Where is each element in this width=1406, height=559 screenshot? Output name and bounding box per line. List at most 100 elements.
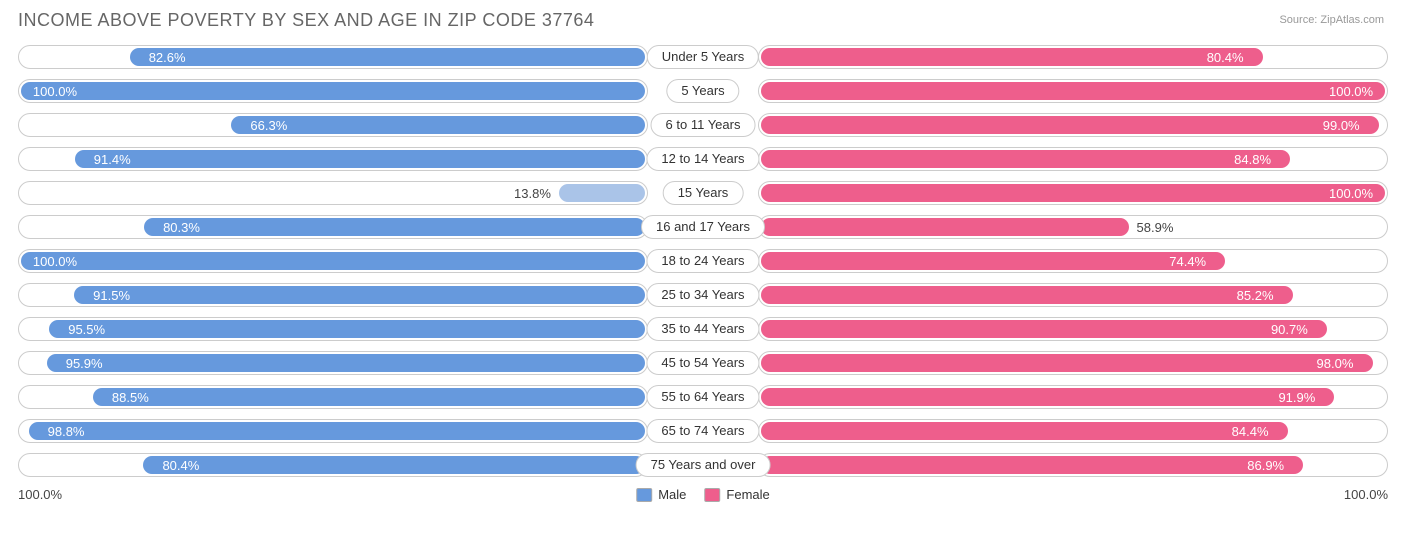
male-track: 91.4%	[18, 147, 648, 171]
category-label: 35 to 44 Years	[646, 317, 759, 341]
female-track: 85.2%	[758, 283, 1388, 307]
male-bar	[144, 218, 645, 236]
legend: Male Female	[636, 487, 770, 502]
male-value: 100.0%	[33, 80, 77, 103]
female-value: 84.4%	[1232, 420, 1269, 443]
female-track: 74.4%	[758, 249, 1388, 273]
female-value: 80.4%	[1207, 46, 1244, 69]
female-track: 100.0%	[758, 79, 1388, 103]
female-bar	[761, 116, 1379, 134]
chart-row: 100.0% 74.4% 18 to 24 Years	[18, 249, 1388, 273]
male-bar	[21, 252, 645, 270]
axis-right-label: 100.0%	[1344, 487, 1388, 502]
axis-row: 100.0% 100.0% Male Female	[18, 487, 1388, 507]
female-bar	[761, 82, 1385, 100]
female-bar	[761, 286, 1293, 304]
male-bar	[75, 150, 645, 168]
female-bar	[761, 48, 1263, 66]
male-value: 91.4%	[94, 148, 131, 171]
male-bar	[47, 354, 645, 372]
female-value: 86.9%	[1247, 454, 1284, 477]
male-swatch	[636, 488, 652, 502]
legend-label: Male	[658, 487, 686, 502]
female-track: 98.0%	[758, 351, 1388, 375]
legend-item-female: Female	[704, 487, 769, 502]
female-bar	[761, 150, 1290, 168]
chart-row: 91.4% 84.8% 12 to 14 Years	[18, 147, 1388, 171]
category-label: 55 to 64 Years	[646, 385, 759, 409]
male-value: 98.8%	[48, 420, 85, 443]
male-value: 88.5%	[112, 386, 149, 409]
male-track: 80.4%	[18, 453, 648, 477]
male-bar	[49, 320, 645, 338]
chart-row: 13.8% 100.0% 15 Years	[18, 181, 1388, 205]
male-track: 66.3%	[18, 113, 648, 137]
axis-left-label: 100.0%	[18, 487, 62, 502]
female-bar	[761, 388, 1334, 406]
chart-row: 91.5% 85.2% 25 to 34 Years	[18, 283, 1388, 307]
female-bar	[761, 218, 1129, 236]
chart-row: 88.5% 91.9% 55 to 64 Years	[18, 385, 1388, 409]
male-track: 98.8%	[18, 419, 648, 443]
female-value: 85.2%	[1237, 284, 1274, 307]
category-label: 65 to 74 Years	[646, 419, 759, 443]
chart-row: 82.6% 80.4% Under 5 Years	[18, 45, 1388, 69]
female-value: 100.0%	[1329, 182, 1373, 205]
male-bar	[130, 48, 645, 66]
chart-row: 98.8% 84.4% 65 to 74 Years	[18, 419, 1388, 443]
male-track: 80.3%	[18, 215, 648, 239]
female-track: 58.9%	[758, 215, 1388, 239]
female-track: 80.4%	[758, 45, 1388, 69]
male-value: 95.9%	[66, 352, 103, 375]
chart-row: 95.9% 98.0%45 to 54 Years	[18, 351, 1388, 375]
male-bar	[21, 82, 645, 100]
male-value: 80.3%	[163, 216, 200, 239]
category-label: 12 to 14 Years	[646, 147, 759, 171]
legend-item-male: Male	[636, 487, 686, 502]
male-track: 100.0%	[18, 79, 648, 103]
category-label: 25 to 34 Years	[646, 283, 759, 307]
female-track: 90.7%	[758, 317, 1388, 341]
female-value: 74.4%	[1169, 250, 1206, 273]
male-value: 95.5%	[68, 318, 105, 341]
diverging-bar-chart: 82.6% 80.4% Under 5 Years 100.0% 100.0% 5 Yea…	[18, 45, 1388, 507]
category-label: 16 and 17 Years	[641, 215, 765, 239]
category-label: 18 to 24 Years	[646, 249, 759, 273]
male-bar	[143, 456, 645, 474]
category-label: 6 to 11 Years	[651, 113, 756, 137]
male-bar	[231, 116, 645, 134]
female-value: 91.9%	[1278, 386, 1315, 409]
chart-title: INCOME ABOVE POVERTY BY SEX AND AGE IN Z…	[18, 10, 1388, 31]
male-track: 88.5%	[18, 385, 648, 409]
male-track: 95.9%	[18, 351, 648, 375]
source-attribution: Source: ZipAtlas.com	[1279, 14, 1384, 26]
chart-row: 100.0% 100.0% 5 Years	[18, 79, 1388, 103]
male-bar	[29, 422, 646, 440]
category-label: 15 Years	[663, 181, 744, 205]
male-value: 100.0%	[33, 250, 77, 273]
male-bar	[559, 184, 645, 202]
male-track: 82.6%	[18, 45, 648, 69]
category-label: Under 5 Years	[647, 45, 759, 69]
male-value: 13.8%	[514, 182, 551, 205]
male-value: 80.4%	[162, 454, 199, 477]
female-track: 91.9%	[758, 385, 1388, 409]
female-bar	[761, 320, 1327, 338]
female-value: 58.9%	[1137, 216, 1174, 239]
female-track: 100.0%	[758, 181, 1388, 205]
female-bar	[761, 456, 1303, 474]
category-label: 5 Years	[666, 79, 739, 103]
male-bar	[74, 286, 645, 304]
female-bar	[761, 252, 1225, 270]
category-label: 45 to 54 Years	[646, 351, 759, 375]
male-bar	[93, 388, 645, 406]
female-track: 84.8%	[758, 147, 1388, 171]
chart-row: 80.4%86.9%75 Years and over	[18, 453, 1388, 477]
male-track: 91.5%	[18, 283, 648, 307]
chart-row: 80.3% 58.9% 16 and 17 Years	[18, 215, 1388, 239]
female-value: 84.8%	[1234, 148, 1271, 171]
female-bar	[761, 354, 1373, 372]
female-value: 99.0%	[1323, 114, 1360, 137]
female-value: 100.0%	[1329, 80, 1373, 103]
female-bar	[761, 184, 1385, 202]
